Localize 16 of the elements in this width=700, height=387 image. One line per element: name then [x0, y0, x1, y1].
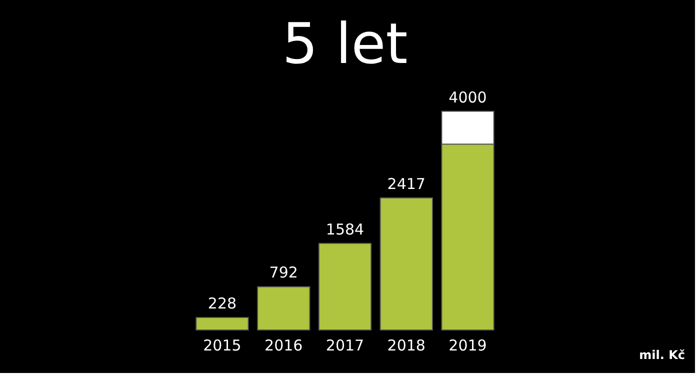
total-label: 4000 [448, 88, 487, 106]
x-tick-label: 2019 [448, 336, 487, 354]
chart-title: 5 let [282, 12, 408, 77]
x-tick-label: 2017 [326, 336, 364, 354]
x-tick-label: 2018 [387, 336, 426, 354]
x-tick-label: 2015 [203, 336, 242, 354]
data-label: 228 [208, 294, 237, 313]
text: mil. Kč [639, 348, 685, 362]
data-label: 792 [269, 264, 298, 282]
bar [318, 242, 372, 330]
bar [257, 286, 310, 330]
bar [196, 317, 249, 330]
data-label: 1584 [326, 220, 364, 238]
bar [380, 197, 433, 330]
data-label: 2417 [387, 174, 426, 193]
x-tick-label: 2016 [264, 336, 303, 354]
